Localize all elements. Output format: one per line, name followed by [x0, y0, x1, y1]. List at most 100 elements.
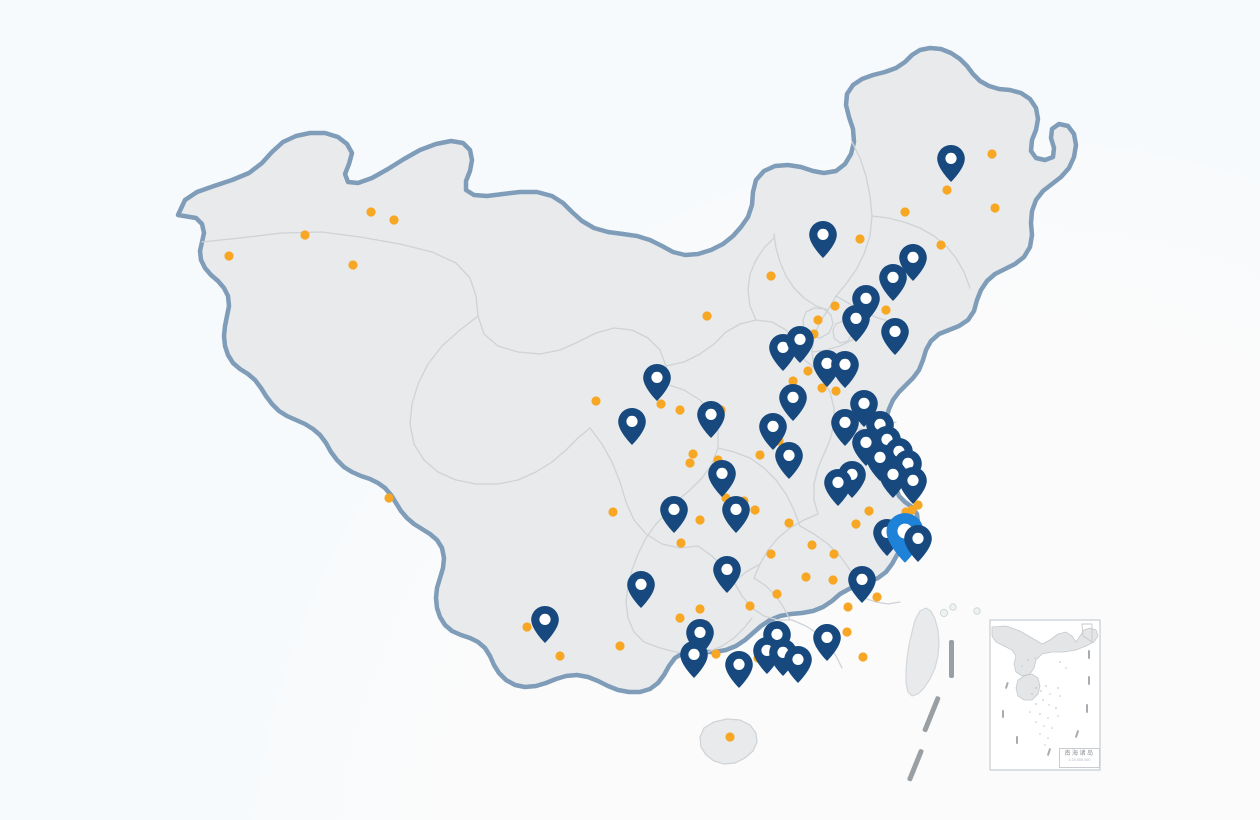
map-dot-marker[interactable]	[784, 518, 794, 528]
map-pin-marker[interactable]	[759, 413, 787, 450]
map-dot-marker[interactable]	[675, 613, 685, 623]
map-dot-marker[interactable]	[615, 641, 625, 651]
map-pin-marker[interactable]	[813, 624, 841, 661]
map-dot-marker[interactable]	[384, 493, 394, 503]
map-pin-marker[interactable]	[937, 145, 965, 182]
map-dot-marker[interactable]	[830, 301, 840, 311]
map-pin-marker[interactable]	[779, 384, 807, 421]
map-dot-marker[interactable]	[711, 649, 721, 659]
map-dot-marker[interactable]	[555, 651, 565, 661]
map-dot-marker[interactable]	[881, 305, 891, 315]
map-pin-marker[interactable]	[660, 496, 688, 533]
map-dot-marker[interactable]	[750, 505, 760, 515]
map-pin-marker[interactable]	[831, 409, 859, 446]
map-dot-marker[interactable]	[987, 149, 997, 159]
map-dot-marker[interactable]	[224, 251, 234, 261]
map-dot-marker[interactable]	[813, 315, 823, 325]
map-dot-marker[interactable]	[688, 449, 698, 459]
map-dot-marker[interactable]	[745, 601, 755, 611]
map-pin-marker[interactable]	[643, 364, 671, 401]
south-china-sea-inset[interactable]	[989, 619, 1101, 771]
map-dot-marker[interactable]	[702, 311, 712, 321]
map-pin-marker[interactable]	[786, 326, 814, 363]
map-dot-marker[interactable]	[864, 506, 874, 516]
pin-inner-circle	[668, 503, 680, 515]
map-dot-marker[interactable]	[807, 540, 817, 550]
pin-inner-circle	[874, 451, 886, 463]
pin-inner-circle	[792, 653, 804, 665]
map-pin-marker[interactable]	[904, 525, 932, 562]
map-dot-marker[interactable]	[766, 271, 776, 281]
map-pin-marker[interactable]	[831, 351, 859, 388]
map-dot-marker[interactable]	[695, 515, 705, 525]
map-dot-marker[interactable]	[300, 230, 310, 240]
pin-inner-circle	[860, 436, 872, 448]
map-pin-marker[interactable]	[627, 571, 655, 608]
map-pin-marker[interactable]	[713, 556, 741, 593]
markers-layer[interactable]	[224, 145, 1000, 742]
map-pin-marker[interactable]	[680, 641, 708, 678]
pin-inner-circle	[850, 312, 862, 324]
map-dot-marker[interactable]	[656, 399, 666, 409]
map-dot-marker[interactable]	[755, 450, 765, 460]
pin-inner-circle	[907, 251, 919, 263]
pin-inner-circle	[839, 358, 851, 370]
map-dot-marker[interactable]	[900, 207, 910, 217]
map-dot-marker[interactable]	[676, 538, 686, 548]
map-dot-marker[interactable]	[913, 500, 923, 510]
map-pin-marker[interactable]	[842, 305, 870, 342]
map-dot-marker[interactable]	[990, 203, 1000, 213]
map-pin-marker[interactable]	[881, 318, 909, 355]
map-dot-marker[interactable]	[936, 240, 946, 250]
pin-inner-circle	[626, 415, 638, 427]
map-pin-marker[interactable]	[725, 651, 753, 688]
map-dot-marker[interactable]	[831, 386, 841, 396]
map-pin-marker[interactable]	[809, 221, 837, 258]
map-dot-marker[interactable]	[766, 549, 776, 559]
map-dot-marker[interactable]	[348, 260, 358, 270]
map-dot-marker[interactable]	[695, 604, 705, 614]
map-dot-marker[interactable]	[851, 519, 861, 529]
map-dot-marker[interactable]	[817, 383, 827, 393]
pin-inner-circle	[771, 628, 783, 640]
map-pin-marker[interactable]	[879, 461, 907, 498]
pin-inner-circle	[721, 563, 733, 575]
map-dot-marker[interactable]	[389, 215, 399, 225]
map-dot-marker[interactable]	[942, 185, 952, 195]
map-dot-marker[interactable]	[803, 366, 813, 376]
map-dot-marker[interactable]	[842, 627, 852, 637]
map-dot-marker[interactable]	[858, 652, 868, 662]
map-pin-marker[interactable]	[708, 460, 736, 497]
map-pin-marker[interactable]	[824, 469, 852, 506]
map-dot-marker[interactable]	[591, 396, 601, 406]
map-dot-marker[interactable]	[725, 732, 735, 742]
map-dot-marker[interactable]	[855, 234, 865, 244]
map-dot-marker[interactable]	[608, 507, 618, 517]
map-dot-marker[interactable]	[772, 589, 782, 599]
map-dot-marker[interactable]	[828, 575, 838, 585]
map-dot-marker[interactable]	[675, 405, 685, 415]
map-dot-marker[interactable]	[872, 592, 882, 602]
map-pin-marker[interactable]	[879, 264, 907, 301]
map-pin-marker[interactable]	[697, 401, 725, 438]
map-pin-marker[interactable]	[531, 606, 559, 643]
map-pin-marker[interactable]	[899, 244, 927, 281]
map-dot-marker[interactable]	[788, 376, 798, 386]
pin-inner-circle	[794, 333, 806, 345]
map-pin-marker[interactable]	[775, 442, 803, 479]
map-dot-marker[interactable]	[522, 622, 532, 632]
map-dot-marker[interactable]	[685, 458, 695, 468]
maritime-boundary-dashes	[907, 640, 954, 782]
map-dot-marker[interactable]	[801, 572, 811, 582]
map-pin-marker[interactable]	[618, 408, 646, 445]
map-dot-marker[interactable]	[829, 549, 839, 559]
map-pin-marker[interactable]	[848, 566, 876, 603]
map-pin-marker[interactable]	[722, 496, 750, 533]
map-dot-marker[interactable]	[366, 207, 376, 217]
map-pin-marker[interactable]	[784, 646, 812, 683]
map-pin-marker[interactable]	[899, 467, 927, 504]
pin-inner-circle	[716, 467, 728, 479]
map-dot-marker[interactable]	[843, 602, 853, 612]
